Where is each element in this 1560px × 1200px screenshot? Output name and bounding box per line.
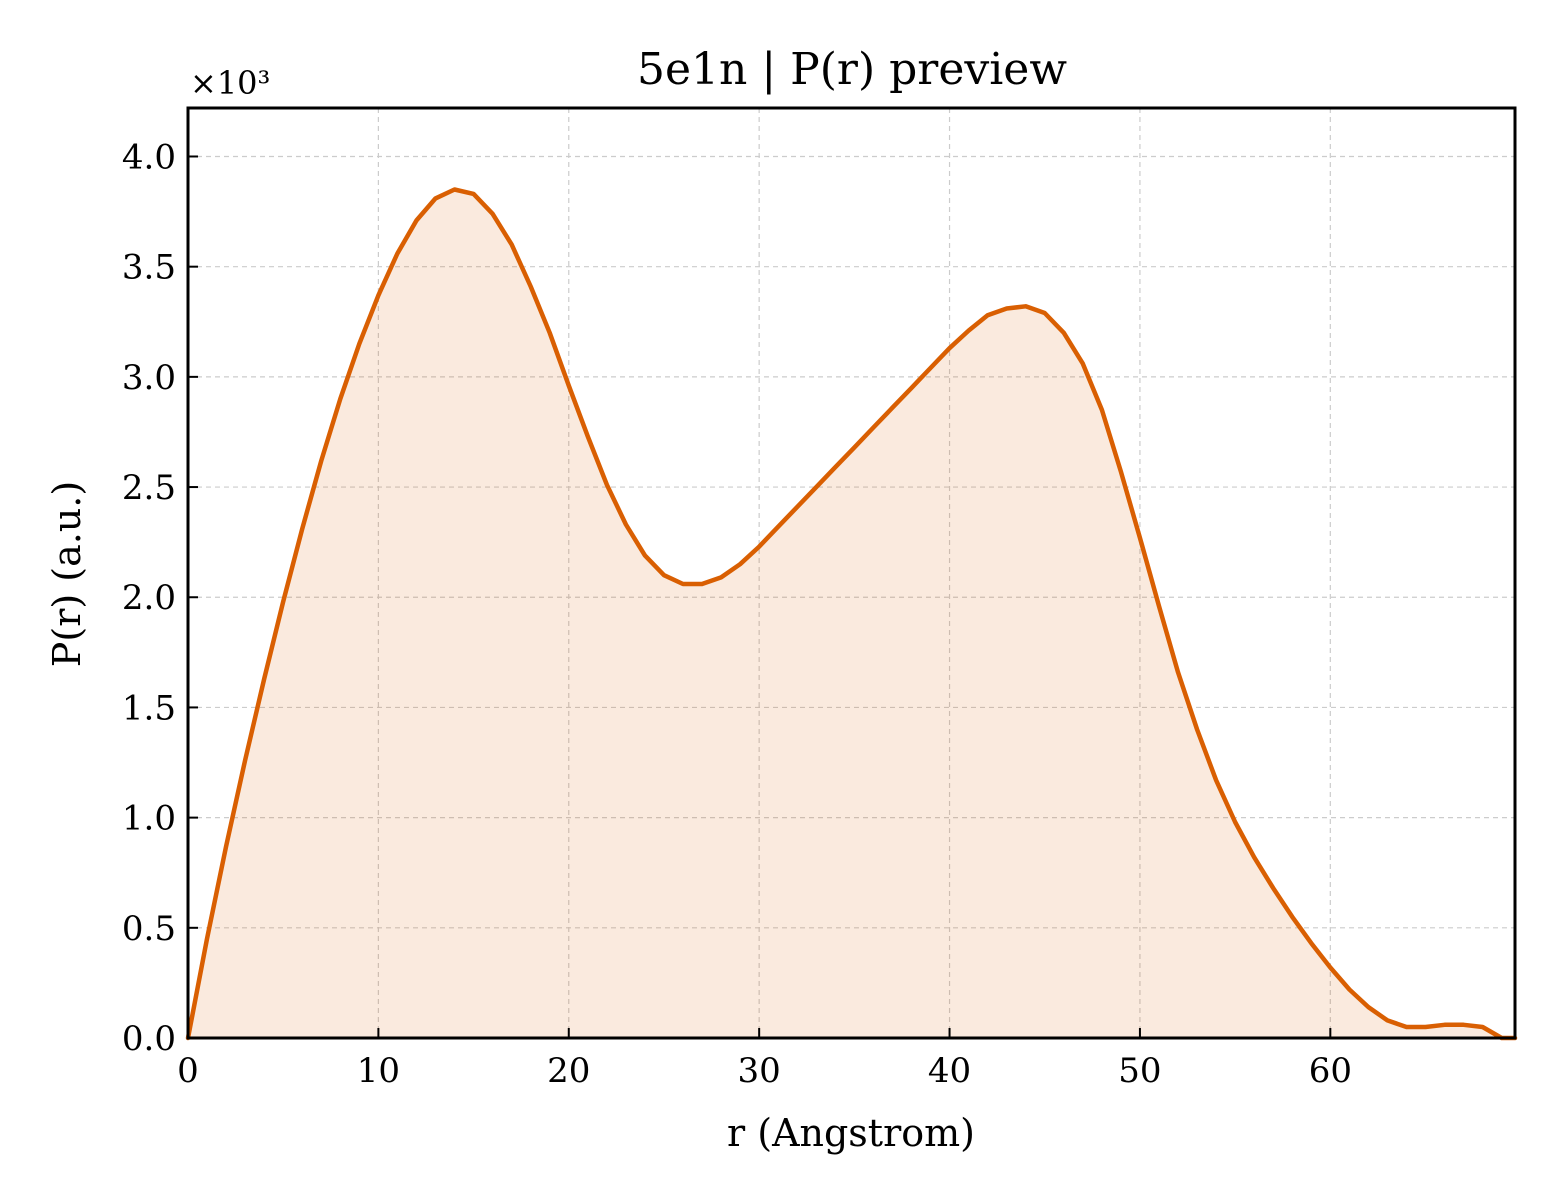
series-line (185, 187, 1518, 1041)
y-tick-label: 0.0 (122, 1019, 176, 1059)
y-multiplier-label: ×10³ (190, 64, 270, 102)
tick-layer: 0 10 20 30 40 50 60 0.0 0.5 1.0 1.5 2.0 2.5 3.0 3.5 4.0 (122, 137, 1352, 1091)
y-tick-label: 0.5 (122, 909, 176, 949)
x-tick-label: 50 (1118, 1051, 1161, 1091)
area-layer (185, 187, 1518, 1041)
plot-frame (186, 106, 1517, 1040)
grid-layer (188, 108, 1515, 1038)
x-tick-label: 60 (1309, 1051, 1352, 1091)
y-tick-label: 3.5 (122, 248, 176, 288)
y-tick-label: 1.0 (122, 799, 176, 839)
x-tick-label: 20 (547, 1051, 590, 1091)
y-tick-label: 4.0 (122, 137, 176, 177)
x-tick-label: 40 (928, 1051, 971, 1091)
x-tick-label: 30 (738, 1051, 781, 1091)
y-tick-label: 2.0 (122, 578, 176, 618)
chart-title: 5e1n | P(r) preview (637, 44, 1067, 95)
y-axis-label: P(r) (a.u.) (45, 481, 89, 667)
y-tick-label: 3.0 (122, 358, 176, 398)
y-tick-label: 1.5 (122, 688, 176, 728)
x-tick-label: 10 (357, 1051, 400, 1091)
series-area-fill (188, 189, 1515, 1038)
y-tick-label: 2.5 (122, 468, 176, 508)
x-tick-label: 0 (177, 1051, 199, 1091)
x-axis-label: r (Angstrom) (727, 1111, 975, 1155)
